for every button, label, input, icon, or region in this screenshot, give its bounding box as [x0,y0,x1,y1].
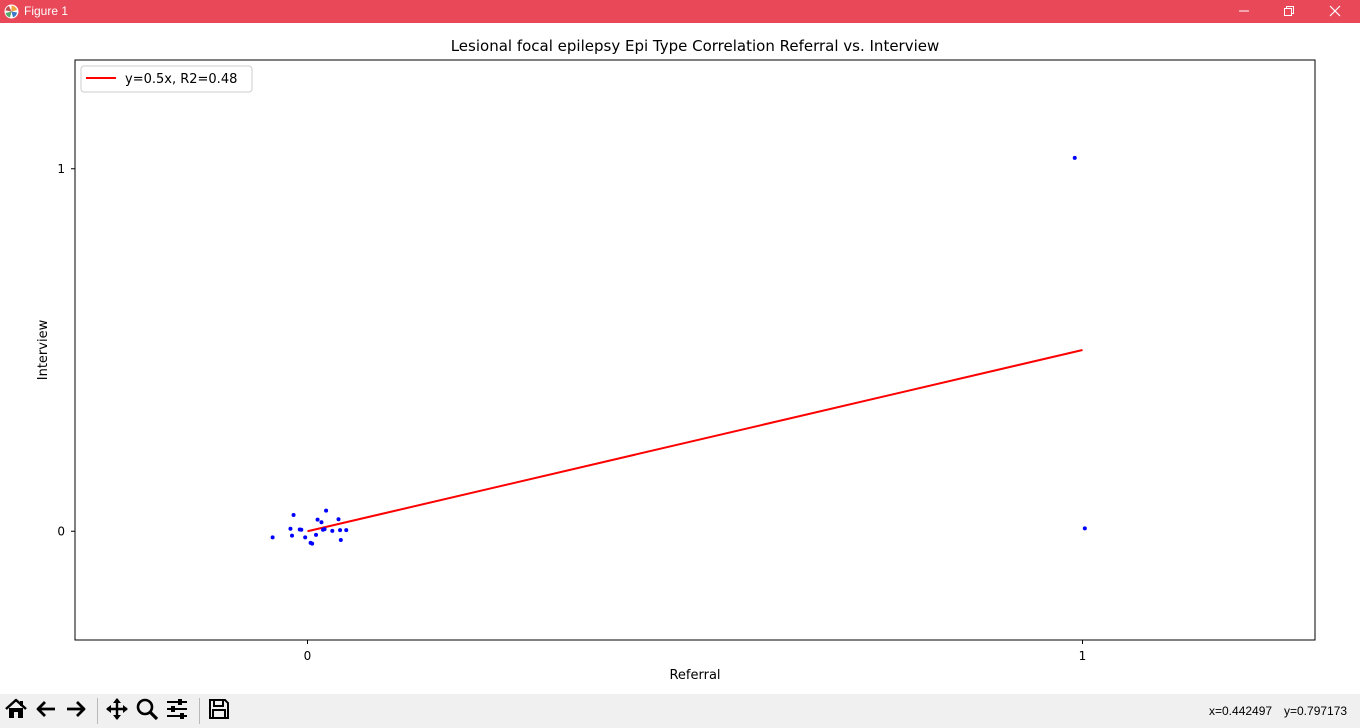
legend-box [80,65,253,93]
zoom-button[interactable] [133,697,161,725]
data-point [270,535,275,540]
y-axis-label: Interview [36,319,51,380]
close-icon [1329,2,1341,21]
axes-frame [74,59,1316,641]
home-button[interactable] [2,697,30,725]
data-point [288,526,293,531]
data-point [344,528,349,533]
y-tick-label: 0 [57,524,65,538]
chart-title: Lesional focal epilepsy Epi Type Correla… [451,37,940,55]
matplotlib-icon [4,4,19,19]
data-point [310,541,315,546]
data-point [1082,526,1087,531]
data-point [338,537,343,542]
forward-icon [64,697,88,725]
pan-button[interactable] [103,697,131,725]
navigation-toolbar: x=0.442497 y=0.797173 [0,694,1360,728]
toolbar-separator [199,698,200,724]
save-icon [207,697,231,725]
chart: Lesional focal epilepsy Epi Type Correla… [36,37,1316,683]
zoom-icon [135,697,159,725]
legend: y=0.5x, R2=0.48 [80,65,253,93]
x-tick-label: 0 [304,649,312,663]
data-point [322,527,327,532]
data-point [319,520,324,525]
save-button[interactable] [205,697,233,725]
cursor-y-readout: y=0.797173 [1284,704,1348,718]
x-tick-label: 1 [1079,649,1087,663]
back-icon [34,697,58,725]
maximize-button[interactable] [1266,0,1312,23]
data-point [324,508,329,513]
plot-layer [270,155,1087,546]
data-point [314,532,319,537]
data-point [299,527,304,532]
data-point [330,528,335,533]
back-button[interactable] [32,697,60,725]
tick-layer: 0 1 0 1 [57,162,1086,663]
y-tick-label: 1 [57,162,65,176]
data-point [291,512,296,517]
pan-icon [105,697,129,725]
x-axis-label: Referral [669,668,720,683]
maximize-icon [1283,2,1295,21]
toolbar-separator [97,698,98,724]
window-title: Figure 1 [24,4,69,18]
data-point [303,535,308,540]
regression-line [307,349,1083,533]
data-point [1072,155,1077,160]
minimize-icon [1238,2,1250,21]
forward-button[interactable] [62,697,90,725]
home-icon [4,697,28,725]
close-button[interactable] [1312,0,1358,23]
data-point [290,533,294,538]
figure-canvas[interactable]: Lesional focal epilepsy Epi Type Correla… [0,23,1360,694]
data-point [315,517,320,522]
data-point [336,517,341,522]
cursor-x-readout: x=0.442497 [1209,704,1273,718]
window-titlebar: Figure 1 [0,0,1360,23]
legend-label: y=0.5x, R2=0.48 [125,72,237,87]
configure-subplots-icon [165,697,189,725]
minimize-button[interactable] [1221,0,1267,23]
data-point [338,528,343,533]
configure-subplots-button[interactable] [163,697,191,725]
